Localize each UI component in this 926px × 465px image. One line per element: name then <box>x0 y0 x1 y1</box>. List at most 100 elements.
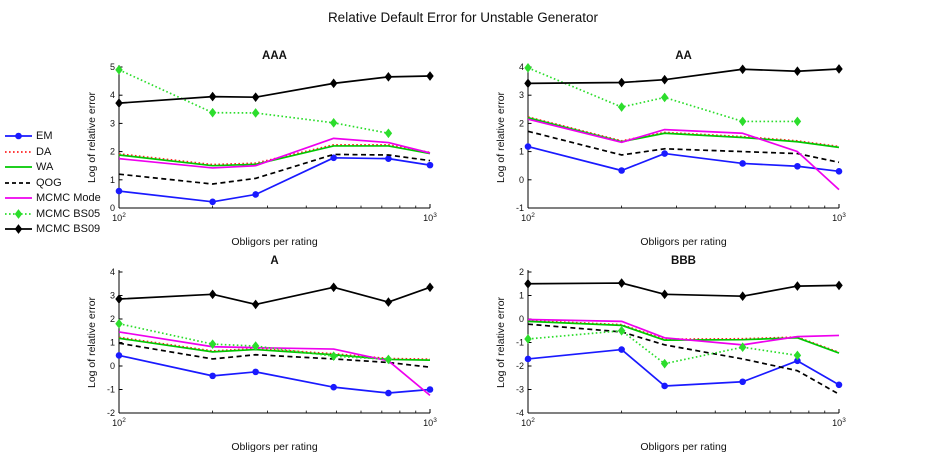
series-marker-mcmc-bs09 <box>524 78 532 89</box>
series-marker-em <box>739 378 746 386</box>
y-tick-label: -3 <box>516 385 524 395</box>
y-tick-label: 2 <box>110 147 115 157</box>
y-tick-label: 4 <box>110 90 115 100</box>
legend-line-sample-mcmc-bs09-icon <box>5 224 32 235</box>
series-marker-mcmc-bs09 <box>793 66 802 77</box>
series-marker-em <box>209 372 216 380</box>
series-marker-mcmc-bs09 <box>617 77 626 88</box>
x-tick-label: 103 <box>832 212 846 223</box>
x-tick-label: 102 <box>521 417 535 428</box>
series-line-qog <box>118 342 431 369</box>
series-marker-em <box>661 150 668 157</box>
series-marker-mcmc-bs09 <box>208 91 217 102</box>
y-tick-label: -2 <box>107 408 115 418</box>
legend-marker <box>15 132 22 140</box>
series-marker-em <box>739 160 746 167</box>
series-line-mcmc-mode <box>118 331 431 397</box>
y-tick-label: -2 <box>516 361 524 371</box>
legend-item-wa: WA <box>4 161 101 174</box>
x-axis-label: Obligors per rating <box>640 441 727 453</box>
series-marker-mcmc-bs05 <box>115 65 123 75</box>
series-marker-mcmc-bs09 <box>426 71 434 81</box>
series-marker-mcmc-bs09 <box>426 282 434 293</box>
y-axis-label: Log of relative error <box>495 296 507 388</box>
legend-item-em: EM <box>4 130 101 143</box>
series-marker-mcmc-bs05 <box>208 339 217 349</box>
series-marker-em <box>252 191 259 198</box>
series-line-mcmc-mode <box>527 318 840 346</box>
x-axis-label: Obligors per rating <box>231 441 318 453</box>
series-line-mcmc-bs05 <box>527 329 798 365</box>
series-marker-mcmc-bs09 <box>738 291 747 302</box>
series-line-mcmc-bs09 <box>118 75 431 104</box>
series-line-wa <box>527 320 840 354</box>
y-axis-label: Log of relative error <box>86 296 98 388</box>
legend-item-mcmc-mode: MCMC Mode <box>4 192 101 205</box>
y-tick-label: 2 <box>519 118 524 128</box>
series-line-mcmc-bs09 <box>118 286 431 306</box>
legend-item-da: DA <box>4 146 101 159</box>
y-tick-label: 2 <box>110 314 115 324</box>
series-marker-mcmc-bs09 <box>617 278 626 288</box>
y-tick-label: -1 <box>516 203 524 213</box>
series-marker-em <box>209 198 216 206</box>
y-tick-label: 0 <box>519 175 524 185</box>
series-marker-em <box>385 155 392 162</box>
series-marker-em <box>524 355 532 363</box>
series-marker-mcmc-bs05 <box>524 334 532 344</box>
series-line-mcmc-mode <box>118 137 431 169</box>
series-marker-mcmc-bs09 <box>660 289 669 300</box>
y-tick-label: 1 <box>110 175 115 185</box>
series-marker-em <box>385 389 392 397</box>
series-marker-mcmc-bs09 <box>660 74 669 85</box>
series-marker-mcmc-bs05 <box>115 318 123 329</box>
legend-label-wa: WA <box>36 161 54 174</box>
series-marker-mcmc-bs09 <box>208 289 217 300</box>
y-tick-label: 3 <box>110 118 115 128</box>
series-marker-mcmc-bs09 <box>329 282 338 293</box>
subplot-aa: AA Log of relative error Obligors per rati… <box>495 50 846 248</box>
series-marker-mcmc-bs05 <box>793 116 802 127</box>
legend-line-sample-da-icon <box>5 150 32 153</box>
legend-marker <box>14 208 23 219</box>
subplot-bbb: BBB Log of relative error Obligors per rat… <box>495 255 846 453</box>
series-marker-mcmc-bs05 <box>793 350 802 361</box>
subplot-title: AA <box>675 50 692 62</box>
series-line-mcmc-bs05 <box>527 67 798 123</box>
series-marker-mcmc-bs09 <box>524 278 532 289</box>
y-tick-label: -1 <box>516 338 524 348</box>
x-tick-label: 103 <box>832 417 846 428</box>
y-tick-label: 0 <box>110 203 115 213</box>
y-tick-label: 2 <box>519 267 524 277</box>
legend-marker <box>14 224 23 235</box>
legend-item-mcmc-bs05: MCMC BS05 <box>4 208 101 221</box>
series-line-mcmc-bs05 <box>118 69 389 135</box>
series-marker-mcmc-bs05 <box>738 342 747 353</box>
series-marker-em <box>835 168 843 175</box>
legend-line-sample-mcmc-bs05-icon <box>5 208 32 219</box>
legend-line-sample-wa-icon <box>5 166 32 169</box>
y-tick-label: -4 <box>516 408 524 418</box>
subplot-aaa: AAA Log of relative error Obligors per rat… <box>86 50 437 248</box>
subplot-title: AAA <box>262 50 287 62</box>
series-marker-em <box>794 162 801 170</box>
series-line-em <box>527 348 840 387</box>
series-marker-mcmc-bs09 <box>384 72 393 82</box>
series-marker-mcmc-bs05 <box>208 107 217 118</box>
series-marker-mcmc-bs09 <box>835 64 843 74</box>
y-tick-label: 3 <box>519 90 524 100</box>
series-marker-mcmc-bs09 <box>384 297 393 307</box>
y-tick-label: -1 <box>107 385 115 395</box>
series-line-mcmc-bs09 <box>527 282 840 298</box>
series-marker-em <box>426 161 434 169</box>
legend-label-da: DA <box>36 145 52 158</box>
series-marker-em <box>330 383 337 391</box>
series-marker-mcmc-bs05 <box>329 118 338 128</box>
series-marker-mcmc-bs09 <box>793 281 802 291</box>
series-marker-em <box>524 143 532 150</box>
series-marker-em <box>330 154 337 162</box>
series-marker-mcmc-bs09 <box>115 98 123 108</box>
legend-line-sample-qog-icon <box>5 181 32 184</box>
series-marker-mcmc-bs05 <box>617 102 626 112</box>
